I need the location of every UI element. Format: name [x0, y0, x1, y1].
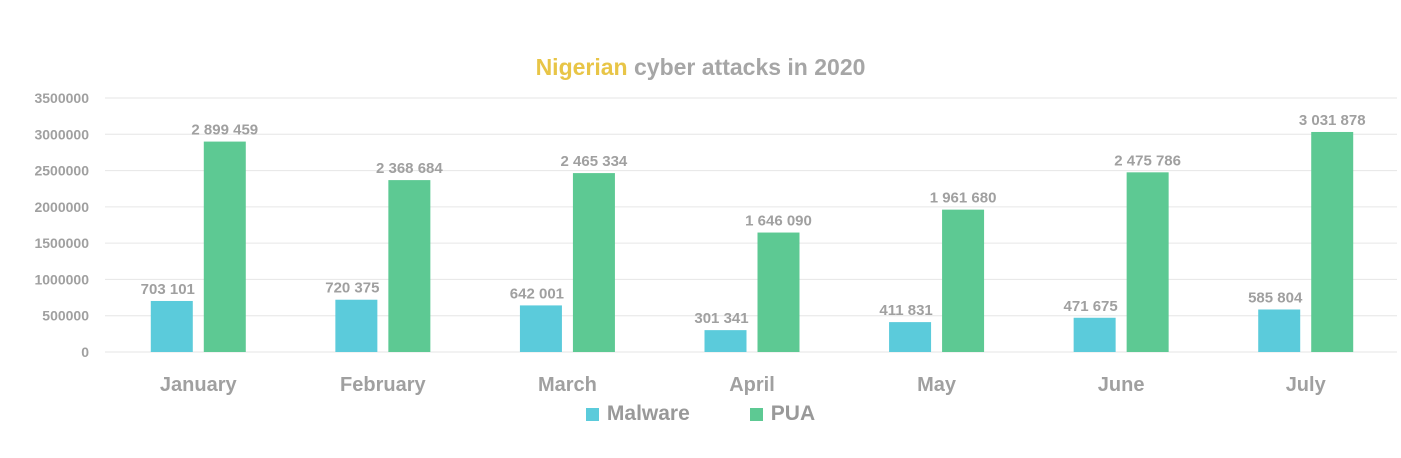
legend-item-pua: PUA [749, 402, 816, 426]
bar-chart: 0 500000 1000000 1500000 2000000 2500000 30000… [34, 90, 1397, 396]
data-label-pua: 3 031 878 [1299, 112, 1366, 129]
bar-malware [889, 322, 932, 352]
bar-pua [1126, 172, 1169, 352]
data-label-malware: 585 804 [1248, 289, 1303, 306]
bar-pua [388, 180, 431, 352]
title-highlight: Nigerian [535, 54, 628, 80]
title-rest: cyber attacks in 2020 [627, 54, 866, 80]
data-label-malware: 411 831 [879, 302, 932, 319]
data-label-pua: 1 646 090 [745, 213, 812, 230]
data-label-malware: 703 101 [141, 281, 195, 298]
legend-item-malware: Malware [585, 402, 690, 426]
bar-malware [1073, 317, 1116, 352]
bar-malware [150, 300, 193, 352]
bar-malware [335, 299, 378, 352]
x-tick-label: February [340, 374, 426, 396]
data-label-pua: 2 899 459 [191, 122, 258, 139]
x-tick-label: January [160, 374, 238, 396]
x-tick-label: April [729, 374, 775, 396]
chart-title: Nigerian cyber attacks in 2020 [0, 54, 1401, 81]
y-tick-label: 3000000 [34, 126, 89, 142]
bar-pua [757, 232, 800, 352]
data-label-malware: 471 675 [1064, 298, 1118, 315]
y-tick-label: 1000000 [34, 271, 89, 287]
data-label-pua: 1 961 680 [930, 190, 997, 207]
bar-pua [942, 209, 985, 352]
legend-label-malware: Malware [606, 402, 690, 425]
y-tick-label: 2000000 [34, 199, 89, 215]
x-tick-label: March [538, 374, 597, 396]
y-tick-label: 500000 [42, 308, 89, 324]
legend: Malware PUA [0, 402, 1401, 426]
data-label-pua: 2 368 684 [376, 160, 443, 177]
bar-pua [203, 141, 246, 352]
data-label-malware: 301 341 [694, 310, 748, 327]
y-tick-label: 0 [81, 344, 89, 360]
y-tick-label: 2500000 [34, 163, 89, 179]
bar-pua [1311, 131, 1354, 352]
bar-malware [1258, 309, 1301, 352]
x-tick-label: May [917, 374, 957, 396]
data-label-malware: 642 001 [510, 285, 564, 302]
bar-malware [704, 330, 747, 352]
y-tick-label: 3500000 [34, 90, 89, 106]
legend-swatch-malware [585, 407, 599, 421]
x-tick-label: June [1098, 374, 1145, 396]
data-label-malware: 720 375 [325, 280, 379, 297]
legend-label-pua: PUA [770, 402, 816, 425]
y-tick-label: 1500000 [34, 235, 89, 251]
data-label-pua: 2 475 786 [1114, 152, 1181, 169]
bar-pua [572, 173, 615, 352]
x-tick-label: July [1286, 374, 1327, 396]
legend-swatch-pua [749, 407, 763, 421]
bar-malware [519, 305, 562, 352]
data-label-pua: 2 465 334 [561, 153, 628, 170]
